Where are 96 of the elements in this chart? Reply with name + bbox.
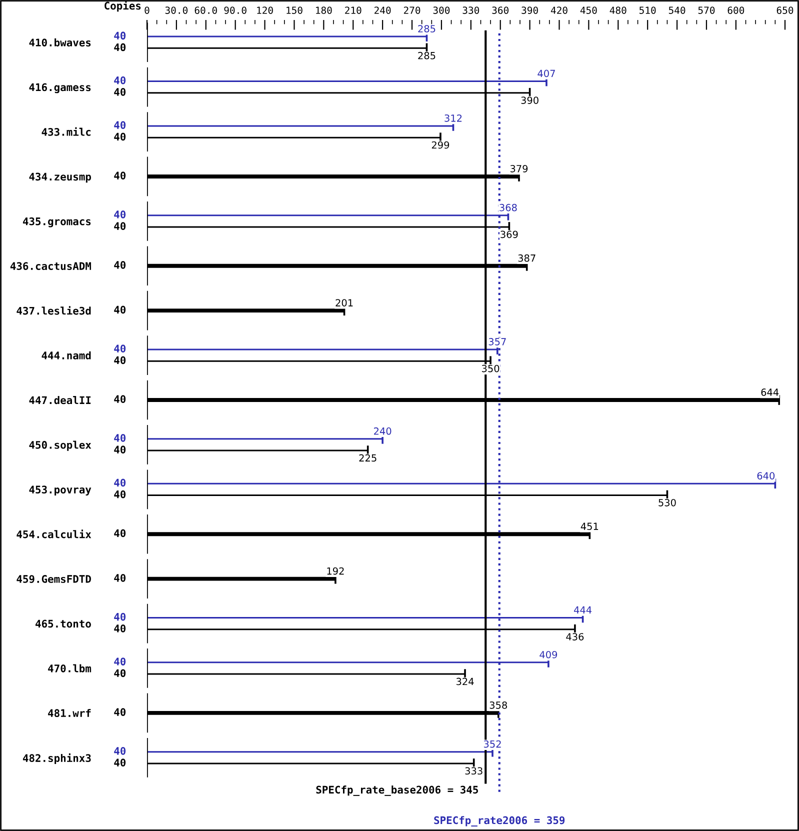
data-label: 387 — [518, 254, 536, 262]
text: 40 — [114, 356, 126, 364]
x-tick-label: 30.0 — [165, 6, 188, 14]
x-tick-label: 0 — [144, 6, 150, 14]
text: 40 — [114, 88, 126, 96]
data-label: 285 — [418, 52, 436, 60]
x-tick-label: 210 — [345, 6, 362, 14]
data-label: 530 — [658, 498, 676, 506]
data-label: 369 — [500, 230, 518, 238]
text: 40 — [114, 344, 126, 353]
text: 40 — [114, 612, 126, 621]
data-label: 352 — [484, 740, 501, 748]
text: 40 — [114, 490, 126, 498]
y-tick-label: 470.lbm — [48, 664, 92, 672]
text: 40 — [114, 446, 126, 454]
data-label: 201 — [336, 299, 353, 306]
x-tick-label: 420 — [550, 6, 568, 14]
data-label: 368 — [500, 204, 517, 212]
x-tick-label: 60.0 — [194, 6, 217, 14]
data-label: 312 — [444, 114, 462, 122]
text: 40 — [114, 210, 126, 218]
data-label: 324 — [456, 678, 474, 686]
x-tick-label: 510 — [639, 6, 656, 14]
text: Copies — [104, 1, 141, 12]
data-label: 390 — [521, 96, 538, 104]
text: 40 — [114, 43, 126, 52]
y-tick-label: 433.milc — [42, 127, 91, 136]
text: 40 — [114, 708, 126, 716]
text: 40 — [114, 529, 126, 538]
x-tick-label: 390 — [522, 6, 538, 14]
text: 40 — [114, 121, 126, 129]
text: 40 — [114, 261, 126, 269]
data-label: 299 — [432, 141, 450, 149]
x-tick-label: 450 — [580, 6, 597, 14]
text: 40 — [114, 758, 126, 766]
x-tick-label: 540 — [668, 6, 686, 14]
y-tick-label: 437.leslie3d — [16, 306, 91, 315]
y-tick-label: 482.sphinx3 — [22, 753, 91, 764]
y-tick-label: 435.gromacs — [22, 217, 91, 228]
text: 40 — [114, 478, 126, 487]
data-label: 436 — [566, 633, 584, 640]
data-label: 379 — [510, 165, 528, 172]
x-tick-label: 330 — [462, 6, 480, 14]
y-tick-label: 481.wrf — [48, 708, 91, 718]
y-tick-label: 453.povray — [29, 486, 92, 496]
text: 40 — [114, 132, 126, 141]
x-tick-label: 150 — [286, 6, 302, 14]
y-tick-label: 447.dealII — [29, 396, 91, 404]
y-tick-label: 434.zeusmp — [29, 172, 91, 183]
y-tick-label: 436.cactusADM — [10, 262, 92, 270]
text: 40 — [114, 222, 126, 230]
data-label: 407 — [538, 70, 555, 78]
text: 40 — [114, 76, 126, 84]
text: 40 — [114, 306, 126, 314]
data-label: 644 — [761, 388, 779, 396]
y-tick-label: 465.tonto — [36, 620, 91, 628]
ref-line-label: SPECfp_rate2006 = 359 — [434, 816, 565, 826]
data-label: 350 — [482, 364, 500, 372]
data-label: 333 — [465, 767, 482, 775]
data-label: 409 — [540, 650, 558, 658]
x-tick-label: 120 — [257, 6, 273, 14]
text: 40 — [114, 32, 126, 40]
text: 40 — [114, 624, 126, 632]
x-tick-label: 600 — [728, 6, 744, 14]
x-tick-label: 240 — [374, 6, 391, 14]
ref-line-label: SPECfp_rate_base2006 = 345 — [316, 786, 478, 796]
data-label: 225 — [359, 454, 376, 462]
text: 40 — [114, 434, 126, 442]
y-tick-label: 410.bwaves — [29, 38, 91, 46]
x-tick-label: 360 — [492, 6, 509, 14]
text: 40 — [114, 746, 126, 755]
data-label: 444 — [574, 606, 592, 614]
data-label: 240 — [374, 427, 392, 435]
x-tick-label: 180 — [316, 6, 332, 14]
x-tick-label: 300 — [433, 6, 450, 14]
data-label: 285 — [418, 25, 436, 32]
y-tick-label: 454.calculix — [16, 530, 92, 538]
data-label: 192 — [327, 567, 344, 575]
x-tick-label: 90.0 — [224, 6, 246, 14]
text: 40 — [114, 395, 126, 404]
text: 40 — [114, 172, 126, 180]
data-label: 358 — [490, 701, 508, 709]
data-label: 640 — [757, 472, 775, 480]
text: 40 — [114, 658, 126, 666]
y-tick-label: 450.soplex — [29, 440, 92, 451]
data-label: 451 — [580, 522, 598, 530]
text: 40 — [114, 574, 126, 582]
data-label: 357 — [488, 338, 506, 346]
x-tick-label: 480 — [610, 6, 626, 14]
x-tick-label: 570 — [698, 6, 715, 14]
y-tick-label: 416.gamess — [29, 83, 91, 94]
x-tick-label: 270 — [404, 6, 420, 14]
y-tick-label: 444.namd — [42, 351, 91, 360]
text: 40 — [114, 669, 126, 678]
x-tick-label: 650 — [776, 6, 794, 14]
y-tick-label: 459.GemsFDTD — [16, 575, 91, 583]
